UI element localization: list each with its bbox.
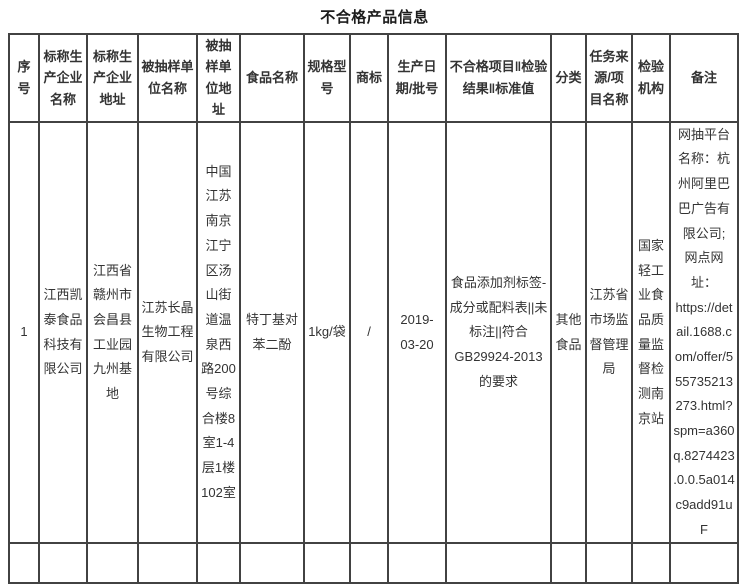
- empty-cell: [445, 542, 552, 584]
- empty-cell: [631, 542, 671, 584]
- empty-cell: [38, 542, 88, 584]
- header-serial-number: 序号: [8, 33, 40, 123]
- empty-cell: [196, 542, 241, 584]
- empty-cell: [387, 542, 447, 584]
- cell-sampled-unit-name: 江苏长晶生物工程有限公司: [137, 120, 198, 545]
- header-trademark: 商标: [349, 33, 389, 123]
- nonconforming-products-table: 序号 标称生产企业名称 标称生产企业地址 被抽样单位名称 被抽样单位地址 食品名…: [8, 33, 739, 584]
- empty-cell: [585, 542, 633, 584]
- cell-inspection-agency: 国家轻工业食品质量监督检测南京站: [631, 120, 671, 545]
- cell-manufacturer-address: 江西省赣州市会昌县工业园九州基地: [86, 120, 139, 545]
- empty-cell: [8, 542, 40, 584]
- header-manufacturer-name: 标称生产企业名称: [38, 33, 88, 123]
- table-row: 1 江西凯泰食品科技有限公司 江西省赣州市会昌县工业园九州基地 江苏长晶生物工程…: [8, 120, 739, 545]
- empty-cell: [349, 542, 389, 584]
- header-manufacturer-address: 标称生产企业地址: [86, 33, 139, 123]
- empty-cell: [669, 542, 739, 584]
- cell-serial-number: 1: [8, 120, 40, 545]
- cell-manufacturer-name: 江西凯泰食品科技有限公司: [38, 120, 88, 545]
- empty-cell: [86, 542, 139, 584]
- empty-cell: [303, 542, 351, 584]
- header-inspection-agency: 检验机构: [631, 33, 671, 123]
- cell-remarks: 网抽平台名称：杭州阿里巴巴广告有限公司; 网点网址：https://detail…: [669, 120, 739, 545]
- remark-site-url: 网点网址：https://detail.1688.com/offer/55573…: [673, 250, 735, 537]
- page-title: 不合格产品信息: [320, 9, 429, 26]
- cell-spec-model: 1kg/袋: [303, 120, 351, 545]
- cell-trademark: /: [349, 120, 389, 545]
- header-task-source: 任务来源/项目名称: [585, 33, 633, 123]
- cell-production-date: 2019-03-20: [387, 120, 447, 545]
- cell-nonconforming-item: 食品添加剂标签-成分或配料表||未标注||符合GB29924-2013的要求: [445, 120, 552, 545]
- header-category: 分类: [550, 33, 587, 123]
- empty-cell: [137, 542, 198, 584]
- header-sampled-unit-name: 被抽样单位名称: [137, 33, 198, 123]
- header-remarks: 备注: [669, 33, 739, 123]
- header-food-name: 食品名称: [239, 33, 305, 123]
- cell-sampled-unit-address: 中国江苏南京江宁区汤山街道温泉西路200号综合楼8室1-4层1楼102室: [196, 120, 241, 545]
- empty-cell: [239, 542, 305, 584]
- header-production-date: 生产日期/批号: [387, 33, 447, 123]
- cell-food-name: 特丁基对苯二酚: [239, 120, 305, 545]
- header-sampled-unit-address: 被抽样单位地址: [196, 33, 241, 123]
- empty-cell: [550, 542, 587, 584]
- remark-platform-name: 网抽平台名称：杭州阿里巴巴广告有限公司;: [677, 126, 730, 241]
- header-spec-model: 规格型号: [303, 33, 351, 123]
- cell-task-source: 江苏省市场监督管理局: [585, 120, 633, 545]
- table-row-partial: [8, 542, 739, 584]
- cell-category: 其他食品: [550, 120, 587, 545]
- table-header-row: 序号 标称生产企业名称 标称生产企业地址 被抽样单位名称 被抽样单位地址 食品名…: [8, 33, 739, 123]
- header-nonconforming-item: 不合格项目‖检验结果‖标准值: [445, 33, 552, 123]
